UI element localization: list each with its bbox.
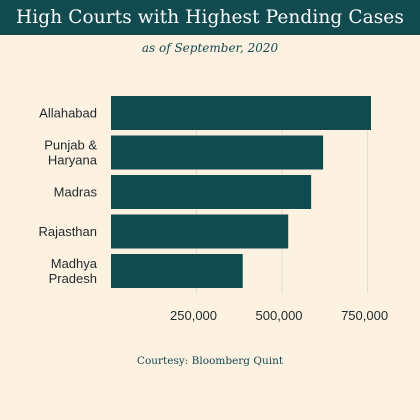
category-label: Allahabad (39, 106, 97, 121)
tick-label: 250,000 (170, 308, 217, 323)
category-label: Punjab & (44, 138, 97, 153)
category-label: Madras (54, 185, 98, 200)
category-label: Madhya (51, 256, 98, 271)
tick-label: 500,000 (256, 308, 303, 323)
category-label: Rajasthan (38, 224, 97, 239)
bar (111, 214, 289, 249)
tick-label: 750,000 (341, 308, 388, 323)
category-label: Pradesh (49, 271, 97, 286)
chart-subtitle: as of September, 2020 (141, 41, 279, 55)
source-credit: Courtesy: Bloomberg Quint (136, 355, 284, 367)
title-bar: High Courts with Highest Pending Cases (0, 0, 420, 35)
bar (111, 135, 324, 170)
bar (111, 254, 243, 288)
chart-title: High Courts with Highest Pending Cases (16, 7, 404, 28)
category-label: Haryana (48, 153, 98, 168)
bar (111, 96, 371, 130)
bar (111, 175, 312, 209)
